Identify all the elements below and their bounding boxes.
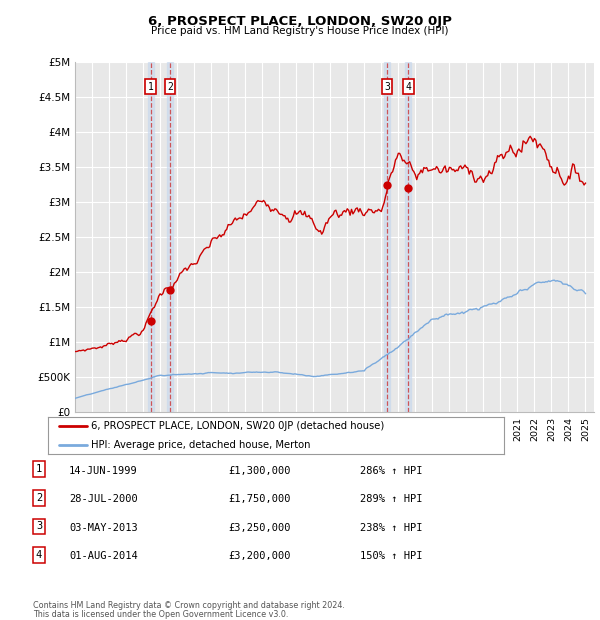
Text: 238% ↑ HPI: 238% ↑ HPI	[360, 523, 422, 533]
Text: 150% ↑ HPI: 150% ↑ HPI	[360, 551, 422, 561]
Text: 1: 1	[36, 464, 42, 474]
Bar	[148, 62, 154, 412]
Text: 3: 3	[384, 81, 390, 92]
Text: £3,250,000: £3,250,000	[228, 523, 290, 533]
Text: 6, PROSPECT PLACE, LONDON, SW20 0JP: 6, PROSPECT PLACE, LONDON, SW20 0JP	[148, 16, 452, 29]
Text: This data is licensed under the Open Government Licence v3.0.: This data is licensed under the Open Gov…	[33, 610, 289, 619]
Text: £3,200,000: £3,200,000	[228, 551, 290, 561]
Text: 6, PROSPECT PLACE, LONDON, SW20 0JP (detached house): 6, PROSPECT PLACE, LONDON, SW20 0JP (det…	[91, 421, 385, 431]
Text: 28-JUL-2000: 28-JUL-2000	[69, 494, 138, 504]
Text: Price paid vs. HM Land Registry's House Price Index (HPI): Price paid vs. HM Land Registry's House …	[151, 26, 449, 36]
Text: 03-MAY-2013: 03-MAY-2013	[69, 523, 138, 533]
Text: £1,300,000: £1,300,000	[228, 466, 290, 476]
Text: 289% ↑ HPI: 289% ↑ HPI	[360, 494, 422, 504]
Text: 2: 2	[36, 493, 42, 503]
Text: 4: 4	[405, 81, 411, 92]
Text: 286% ↑ HPI: 286% ↑ HPI	[360, 466, 422, 476]
Text: 14-JUN-1999: 14-JUN-1999	[69, 466, 138, 476]
Text: Contains HM Land Registry data © Crown copyright and database right 2024.: Contains HM Land Registry data © Crown c…	[33, 601, 345, 611]
Bar	[384, 62, 390, 412]
Text: 1: 1	[148, 81, 154, 92]
Bar	[405, 62, 411, 412]
Text: 3: 3	[36, 521, 42, 531]
Text: 4: 4	[36, 550, 42, 560]
Text: HPI: Average price, detached house, Merton: HPI: Average price, detached house, Mert…	[91, 440, 311, 450]
Text: 2: 2	[167, 81, 173, 92]
Bar	[167, 62, 173, 412]
Text: 01-AUG-2014: 01-AUG-2014	[69, 551, 138, 561]
Text: £1,750,000: £1,750,000	[228, 494, 290, 504]
